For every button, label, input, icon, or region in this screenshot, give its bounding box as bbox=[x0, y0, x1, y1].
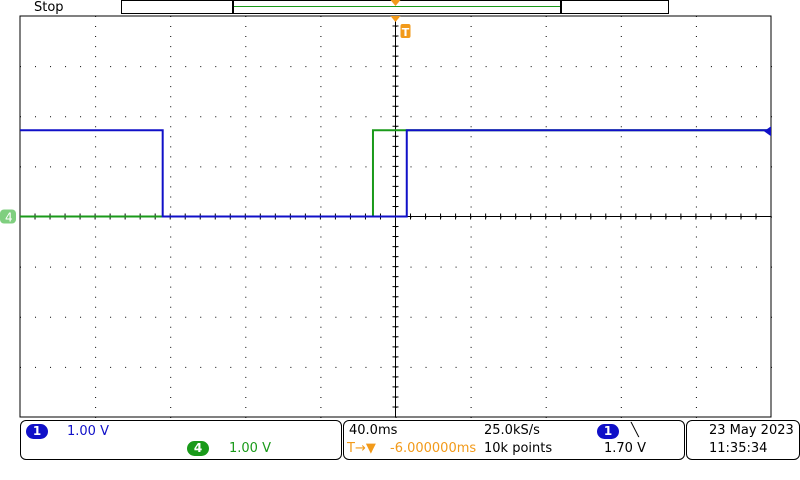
timebase-scale: 40.0ms bbox=[349, 423, 398, 438]
channel-1-trace bbox=[20, 129, 771, 218]
channel-1-scale: 1.00 V bbox=[67, 424, 109, 439]
channel-4-scale: 1.00 V bbox=[229, 441, 271, 456]
waveform-display: T4 bbox=[0, 0, 772, 418]
trigger-delay-icon: T→▼ bbox=[347, 441, 376, 456]
trigger-t-icon bbox=[400, 24, 411, 38]
acquisition-status: Stop bbox=[34, 0, 64, 15]
channel-4-ground-marker bbox=[0, 209, 16, 224]
screen-window-indicator bbox=[232, 0, 562, 14]
date: 23 May 2023 bbox=[709, 423, 794, 438]
trigger-position-marker bbox=[390, 16, 401, 22]
trigger-source-badge[interactable]: 1 bbox=[597, 424, 619, 439]
timebase-trigger-box: 40.0ms 25.0kS/s 1 ╲ T→▼ -6.000000ms 10k … bbox=[343, 420, 685, 460]
time: 11:35:34 bbox=[709, 441, 768, 456]
channel-4-ground-label: 4 bbox=[5, 211, 13, 225]
channel-1-badge[interactable]: 1 bbox=[26, 424, 48, 439]
trigger-level: 1.70 V bbox=[604, 441, 646, 456]
channel-readout-box: 1 1.00 V 4 1.00 V bbox=[20, 420, 342, 460]
trigger-t-label: T bbox=[402, 26, 410, 39]
trigger-level-marker bbox=[764, 126, 771, 137]
trigger-slope-icon: ╲ bbox=[631, 423, 639, 438]
datetime-box: 23 May 2023 11:35:34 bbox=[686, 420, 800, 460]
sample-rate: 25.0kS/s bbox=[484, 423, 540, 438]
record-points: 10k points bbox=[484, 441, 553, 456]
trigger-delay: -6.000000ms bbox=[390, 441, 477, 456]
record-trigger-marker bbox=[390, 0, 401, 6]
channel-4-badge[interactable]: 4 bbox=[187, 441, 209, 456]
